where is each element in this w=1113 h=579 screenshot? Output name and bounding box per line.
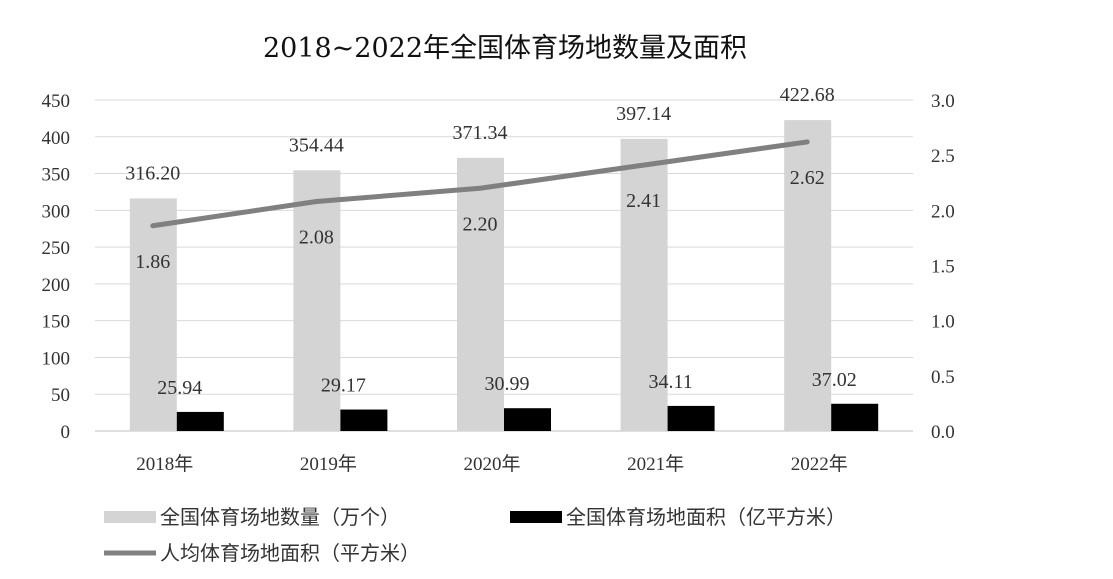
data-label-area: 25.94 — [157, 377, 202, 399]
y-left-tick-label: 50 — [51, 385, 70, 406]
data-labels: 316.20 25.94 354.44 29.17 371.34 30.99 397.14 3… — [125, 84, 856, 399]
data-label-count: 422.68 — [780, 84, 835, 106]
bar-count — [784, 120, 832, 432]
y-right-tick-label: 3.0 — [931, 91, 955, 112]
data-label-area: 37.02 — [812, 369, 857, 391]
y-right-tick-label: 1.0 — [931, 312, 955, 333]
data-label-per-capita: 2.41 — [626, 190, 661, 212]
bar-area — [667, 405, 715, 431]
x-tick-label: 2020年 — [463, 453, 520, 475]
y-axis-left: 0 50 100 150 200 250 300 350 400 450 — [42, 91, 71, 443]
y-axis-right: 0.0 0.5 1.0 1.5 2.0 2.5 3.0 — [931, 91, 955, 443]
y-left-tick-label: 250 — [42, 238, 71, 259]
x-tick-label: 2019年 — [300, 453, 357, 475]
bar-area — [340, 409, 388, 431]
bars — [129, 120, 879, 432]
y-right-tick-label: 0.0 — [931, 422, 955, 443]
data-label-area: 29.17 — [321, 375, 366, 397]
data-label-per-capita: 1.86 — [135, 251, 170, 273]
bar-area — [504, 408, 551, 431]
y-left-tick-label: 350 — [42, 165, 71, 186]
legend: 全国体育场地数量（万个） 全国体育场地面积（亿平方米） 人均体育场地面积（平方米… — [104, 505, 846, 565]
line-per-capita — [150, 139, 810, 229]
y-left-tick-label: 200 — [42, 275, 71, 296]
data-label-count: 354.44 — [289, 134, 344, 156]
bar-count — [620, 138, 668, 431]
legend-label-area: 全国体育场地面积（亿平方米） — [566, 505, 846, 529]
y-left-tick-label: 400 — [42, 128, 71, 149]
data-label-per-capita: 2.62 — [790, 167, 825, 189]
y-right-tick-label: 2.0 — [931, 201, 955, 222]
data-label-count: 397.14 — [616, 103, 671, 125]
x-tick-label: 2018年 — [136, 453, 193, 475]
y-left-tick-label: 450 — [42, 91, 71, 112]
data-label-count: 371.34 — [453, 122, 508, 144]
bar-area — [176, 411, 224, 431]
data-label-per-capita: 2.20 — [463, 213, 498, 235]
bar-area — [831, 403, 879, 431]
x-tick-label: 2022年 — [791, 453, 848, 475]
x-axis: 2018年 2019年 2020年 2021年 2022年 — [136, 453, 847, 475]
y-right-tick-label: 1.5 — [931, 257, 955, 278]
chart-title: 2018~2022年全国体育场地数量及面积 — [263, 33, 747, 64]
bar-count — [129, 198, 177, 431]
bar-count — [293, 170, 341, 432]
y-right-tick-label: 2.5 — [931, 146, 955, 167]
legend-swatch-count — [104, 511, 156, 523]
data-label-area: 34.11 — [648, 371, 692, 393]
y-right-tick-label: 0.5 — [931, 367, 955, 388]
data-label-area: 30.99 — [485, 373, 530, 395]
y-left-tick-label: 150 — [42, 312, 71, 333]
x-tick-label: 2021年 — [627, 453, 684, 475]
data-label-count: 316.20 — [125, 162, 180, 184]
legend-label-per-capita: 人均体育场地面积（平方米） — [160, 541, 420, 565]
data-label-per-capita: 2.08 — [299, 227, 334, 249]
y-left-tick-label: 300 — [42, 201, 71, 222]
legend-swatch-area — [510, 511, 562, 523]
legend-label-count: 全国体育场地数量（万个） — [160, 505, 400, 529]
line-series — [150, 139, 810, 229]
y-left-tick-label: 100 — [42, 348, 71, 369]
y-left-tick-label: 0 — [61, 422, 71, 443]
bar-count — [457, 157, 504, 431]
